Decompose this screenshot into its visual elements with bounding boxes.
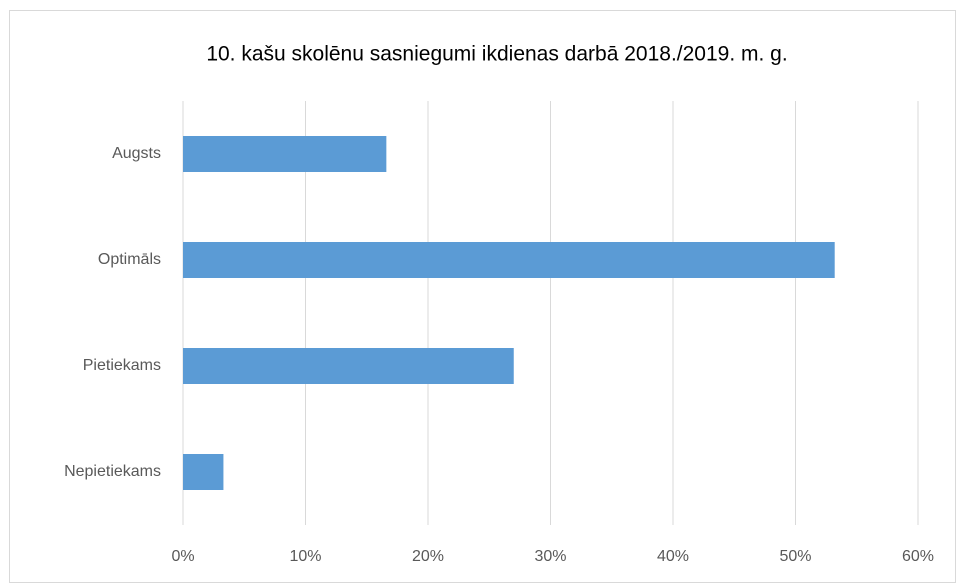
bar (183, 242, 835, 278)
y-tick-label: Optimāls (98, 251, 161, 268)
x-tick-label: 10% (289, 548, 321, 565)
chart-border (9, 10, 956, 583)
x-tick-label: 20% (412, 548, 444, 565)
bar (183, 136, 387, 172)
bar (183, 348, 514, 384)
x-tick-label: 30% (534, 548, 566, 565)
x-tick-label: 40% (657, 548, 689, 565)
x-tick-label: 0% (171, 548, 194, 565)
chart-title: 10. kašu skolēnu sasniegumi ikdienas dar… (206, 43, 787, 66)
x-tick-label: 60% (902, 548, 934, 565)
y-tick-label: Augsts (112, 145, 161, 162)
y-tick-label: Pietiekams (83, 357, 161, 374)
bar (183, 454, 224, 490)
y-tick-label: Nepietiekams (64, 463, 161, 480)
x-tick-label: 50% (779, 548, 811, 565)
